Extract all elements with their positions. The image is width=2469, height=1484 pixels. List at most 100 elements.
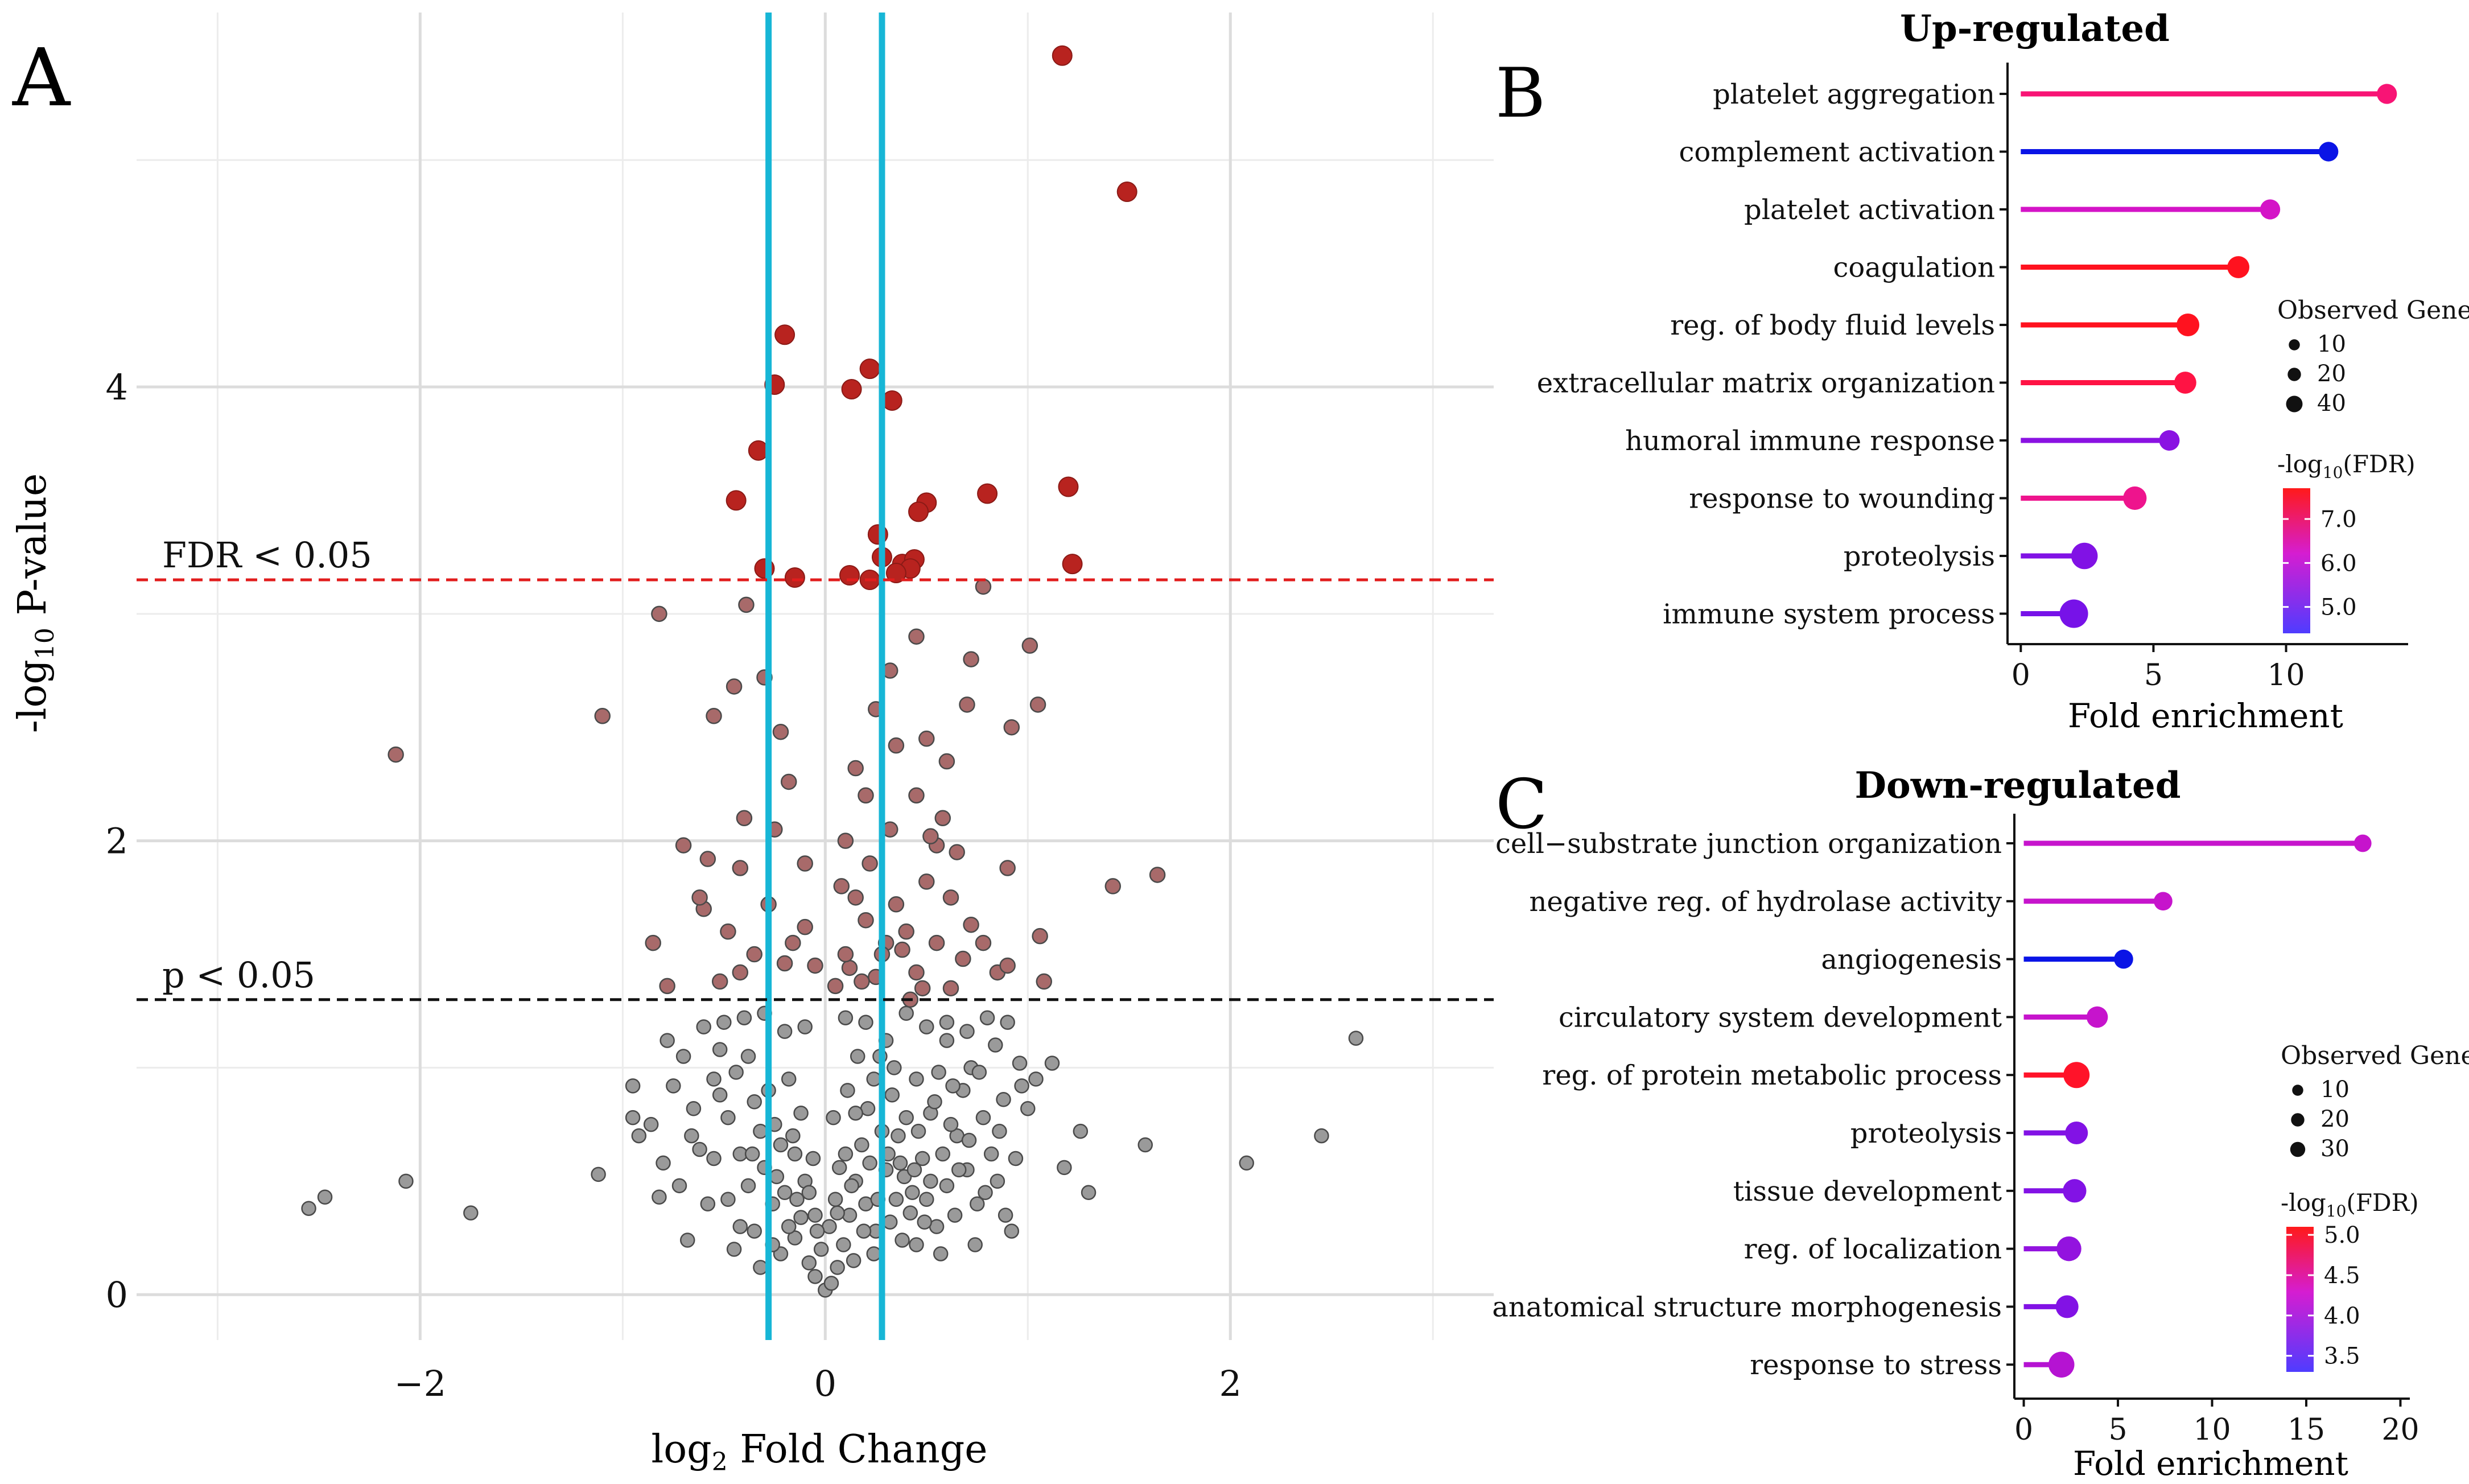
volcano-point-nominal	[908, 964, 925, 981]
volcano-point-nominal	[959, 696, 975, 713]
volcano-point-not-significant	[854, 1137, 869, 1153]
volcano-point-not-significant	[463, 1205, 479, 1221]
volcano-point-not-significant	[805, 1151, 821, 1166]
volcano-point-not-significant	[777, 1024, 793, 1039]
color-legend-title: -log10(FDR)	[2281, 1189, 2419, 1221]
volcano-point-not-significant	[686, 1100, 702, 1116]
volcano-point-not-significant	[744, 1146, 760, 1162]
volcano-point-significant	[1052, 45, 1073, 66]
volcano-point-significant	[885, 563, 906, 584]
volcano-point-not-significant	[809, 1223, 825, 1239]
volcano-point-not-significant	[898, 1005, 914, 1021]
volcano-point-not-significant	[823, 1276, 839, 1291]
volcano-point-significant	[841, 379, 862, 400]
volcano-point-not-significant	[945, 1078, 961, 1094]
volcano-point-not-significant	[866, 1246, 881, 1262]
volcano-y-tick-label: 0	[106, 1274, 128, 1316]
volcano-point-nominal	[1149, 867, 1166, 883]
volcano-point-not-significant	[935, 1146, 951, 1162]
volcano-y-axis-title: -log10 P-value	[10, 473, 60, 733]
category-label: response to wounding	[1689, 483, 1995, 515]
volcano-point-not-significant	[1020, 1100, 1036, 1116]
volcano-point-not-significant	[846, 1253, 862, 1268]
volcano-point-not-significant	[1014, 1078, 1029, 1094]
volcano-point-not-significant	[684, 1128, 699, 1144]
volcano-point-not-significant	[720, 1192, 736, 1207]
category-label: proteolysis	[1850, 1118, 2002, 1149]
volcano-point-not-significant	[789, 1192, 805, 1207]
volcano-point-not-significant	[1044, 1056, 1060, 1071]
lollipop-head	[2055, 1295, 2079, 1318]
volcano-point-not-significant	[732, 1219, 748, 1234]
volcano-point-not-significant	[1004, 1223, 1020, 1239]
volcano-point-nominal	[858, 787, 874, 804]
volcano-point-nominal	[807, 957, 823, 974]
volcano-point-not-significant	[807, 1269, 823, 1284]
volcano-point-nominal	[699, 851, 716, 867]
volcano-point-not-significant	[747, 1094, 762, 1110]
volcano-grid	[137, 13, 1494, 1340]
volcano-point-nominal	[975, 578, 992, 595]
volcano-point-not-significant	[787, 1230, 803, 1246]
volcano-point-nominal	[706, 708, 722, 724]
category-label: cell−substrate junction organization	[1495, 828, 2002, 860]
volcano-point-not-significant	[902, 1205, 918, 1221]
volcano-point-not-significant	[917, 1214, 932, 1230]
size-legend-dot	[2286, 395, 2303, 413]
category-label: coagulation	[1833, 252, 1995, 284]
volcano-point-not-significant	[1073, 1123, 1089, 1139]
volcano-point-not-significant	[826, 1110, 841, 1126]
volcano-point-nominal	[922, 828, 939, 844]
volcano-point-not-significant	[793, 1105, 809, 1121]
volcano-point-nominal	[736, 810, 753, 827]
volcano-point-nominal	[934, 810, 951, 827]
volcano-point-not-significant	[398, 1173, 414, 1189]
volcano-point-not-significant	[882, 1214, 898, 1230]
volcano-point-not-significant	[696, 1019, 711, 1034]
volcano-point-significant	[1116, 182, 1137, 203]
volcano-point-nominal	[888, 896, 905, 913]
volcano-point-nominal	[1032, 928, 1048, 945]
volcano-point-nominal	[918, 730, 935, 747]
volcano-x-tick-label: −2	[394, 1363, 446, 1404]
volcano-point-not-significant	[700, 1196, 716, 1211]
panel-b-x-axis-title: Fold enrichment	[2068, 696, 2343, 735]
volcano-point-not-significant	[830, 1260, 845, 1275]
volcano-point-not-significant	[919, 1192, 934, 1207]
volcano-point-not-significant	[898, 1110, 914, 1126]
volcano-point-nominal	[908, 628, 925, 645]
lollipop-head	[2071, 542, 2098, 570]
category-label: humoral immune response	[1625, 425, 1995, 457]
volcano-point-not-significant	[888, 1192, 904, 1207]
volcano-point-not-significant	[706, 1151, 722, 1166]
volcano-point-not-significant	[706, 1071, 722, 1087]
volcano-point-nominal	[898, 923, 914, 940]
x-tick-label: 0	[2014, 1413, 2033, 1447]
volcano-point-not-significant	[840, 1083, 855, 1098]
volcano-point-nominal	[928, 934, 945, 951]
enrichment-chart-down: 0 5 10 15 20 cell−substrate junction organiza…	[1492, 814, 2419, 1447]
category-label: complement activation	[1679, 137, 1996, 168]
volcano-x-ticks: −2 0 2	[394, 1363, 1242, 1404]
enrichment-chart-up: 0 5 10 platelet aggregation complement activ…	[1537, 63, 2408, 692]
volcano-point-not-significant	[967, 1237, 983, 1252]
size-legend-label: 10	[2317, 331, 2346, 357]
volcano-point-not-significant	[971, 1065, 987, 1080]
volcano-point-not-significant	[992, 1123, 1007, 1139]
volcano-point-not-significant	[887, 1060, 902, 1075]
volcano-point-not-significant	[1028, 1071, 1044, 1087]
volcano-point-not-significant	[909, 1071, 924, 1087]
category-label: response to stress	[1750, 1349, 2002, 1381]
volcano-point-not-significant	[990, 1173, 1005, 1189]
volcano-point-nominal	[914, 980, 931, 997]
volcano-point-not-significant	[813, 1242, 829, 1257]
volcano-point-not-significant	[939, 1015, 955, 1030]
volcano-point-not-significant	[951, 1162, 967, 1178]
lollipop-head	[2159, 430, 2180, 451]
volcano-point-nominal	[918, 873, 935, 890]
size-legend-label: 30	[2320, 1136, 2350, 1162]
volcano-point-not-significant	[1081, 1185, 1097, 1201]
volcano-point-not-significant	[801, 1255, 817, 1271]
volcano-point-nominal	[847, 760, 864, 777]
